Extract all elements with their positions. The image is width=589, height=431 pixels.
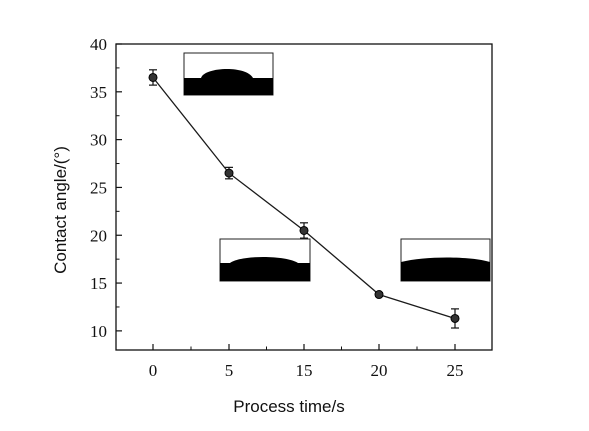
y-tick-label: 25 (90, 178, 107, 197)
x-tick-label: 20 (371, 361, 388, 380)
inset-substrate (220, 263, 310, 281)
x-tick-label: 0 (149, 361, 158, 380)
y-tick-label: 35 (90, 83, 107, 102)
inset-droplet (201, 68, 253, 78)
x-tick-label: 15 (296, 361, 313, 380)
inset-substrate (401, 262, 490, 281)
x-axis: 0 5 15 20 25 (149, 344, 464, 380)
inset-droplet (230, 257, 298, 263)
inset-substrate (184, 78, 273, 95)
y-tick-label: 15 (90, 274, 107, 293)
y-tick-label: 40 (90, 35, 107, 54)
data-point (148, 72, 158, 82)
y-axis-title: Contact angle/(°) (51, 146, 70, 274)
series-group (148, 69, 460, 329)
droplet-insets (183, 52, 491, 282)
data-point (374, 290, 384, 300)
y-tick-label: 30 (90, 131, 107, 150)
series-line (152, 77, 456, 320)
inset-droplet (401, 257, 490, 262)
droplet-inset (183, 52, 274, 96)
y-tick-label: 20 (90, 226, 107, 245)
x-axis-title: Process time/s (233, 397, 344, 416)
data-point (299, 225, 309, 235)
x-tick-label: 5 (225, 361, 234, 380)
y-tick-label: 10 (90, 322, 107, 341)
data-point (450, 313, 460, 323)
droplet-inset (400, 238, 491, 282)
droplet-inset (219, 238, 311, 282)
y-axis: 10 15 20 25 30 35 40 (90, 35, 122, 341)
data-point (224, 168, 234, 178)
x-tick-label: 25 (447, 361, 464, 380)
plot-frame (115, 43, 493, 351)
